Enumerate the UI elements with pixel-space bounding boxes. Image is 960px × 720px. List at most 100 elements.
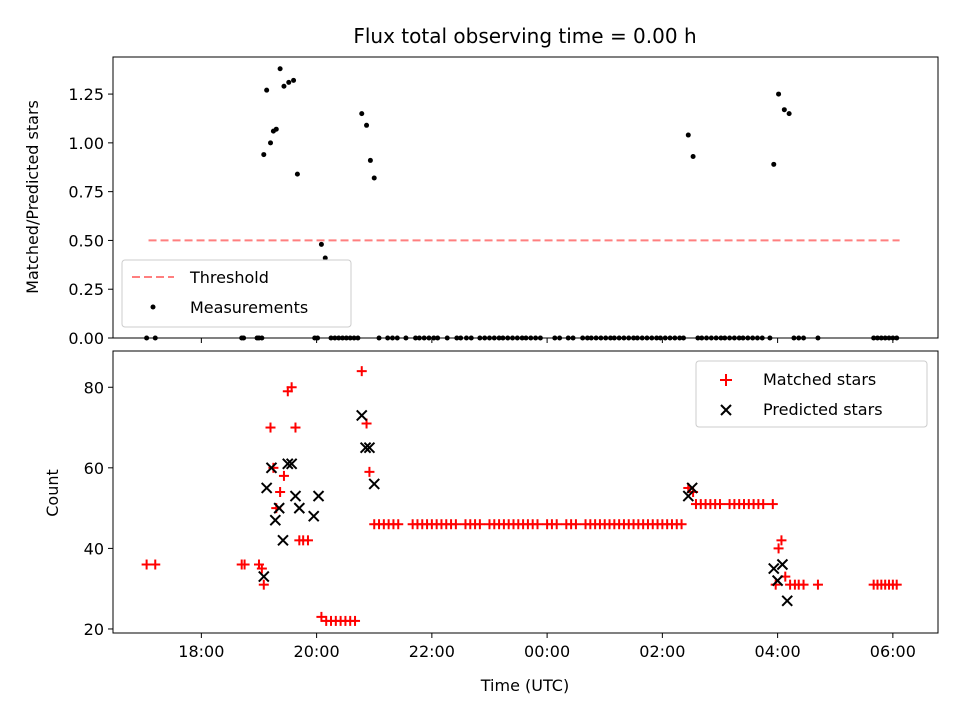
matched-star-point bbox=[714, 499, 725, 510]
matched-star-point bbox=[150, 559, 161, 570]
ratio-x-ticks bbox=[200, 338, 894, 343]
predicted-star-point bbox=[356, 409, 368, 422]
ratio-y-tick-label: 1.25 bbox=[68, 85, 104, 104]
count-y-tick-label: 80 bbox=[84, 378, 104, 397]
matched-star-point bbox=[570, 519, 581, 530]
matched-star-point bbox=[474, 519, 485, 530]
count-y-tick-label: 20 bbox=[84, 620, 104, 639]
measurement-point bbox=[294, 171, 300, 177]
legend-measurements-swatch bbox=[150, 304, 156, 310]
ratio-y-axis-label: Matched/Predicted stars bbox=[23, 100, 42, 294]
ratio-panel: 0.00 0.25 0.50 0.75 1.00 1.25 Matched/Predict… bbox=[23, 56, 939, 348]
measurement-point bbox=[367, 157, 373, 163]
matched-star-point bbox=[286, 382, 297, 393]
matched-star-point bbox=[290, 422, 301, 433]
measurement-point bbox=[264, 87, 270, 93]
matched-star-point bbox=[265, 422, 276, 433]
matched-star-point bbox=[773, 543, 784, 554]
matched-star-point bbox=[275, 487, 286, 497]
matched-star-point bbox=[551, 519, 562, 530]
legend-matched-swatch bbox=[720, 374, 732, 386]
x-axis-label: Time (UTC) bbox=[480, 676, 569, 695]
legend-measurements-label: Measurements bbox=[190, 298, 308, 317]
matched-star-point bbox=[141, 559, 152, 570]
measurement-point bbox=[318, 241, 324, 247]
ratio-y-tick-label: 1.00 bbox=[68, 134, 104, 153]
ratio-y-tick-label: 0.25 bbox=[68, 280, 104, 299]
measurement-point bbox=[359, 111, 365, 117]
predicted-star-point bbox=[771, 574, 784, 587]
legend-matched-label: Matched stars bbox=[763, 370, 876, 389]
ratio-plot-frame bbox=[112, 56, 939, 339]
ratio-y-tick-label: 0.50 bbox=[68, 231, 104, 250]
predicted-star-point bbox=[282, 458, 294, 470]
count-plot-frame bbox=[112, 350, 939, 634]
predicted-star-point bbox=[686, 482, 698, 494]
measurement-point bbox=[281, 83, 287, 89]
count-panel: 18:00 20:00 22:00 00:00 02:00 04:00 06:00 20 40… bbox=[43, 350, 939, 695]
matched-star-point bbox=[350, 615, 361, 626]
measurement-point bbox=[268, 140, 274, 146]
legend-predicted-swatch bbox=[720, 404, 732, 416]
measurement-point bbox=[364, 122, 370, 128]
measurement-point bbox=[685, 132, 691, 138]
matched-star-point bbox=[256, 563, 267, 574]
predicted-star-point bbox=[368, 478, 380, 490]
matched-star-point bbox=[302, 535, 313, 546]
matched-star-point bbox=[450, 519, 461, 530]
matched-star-point bbox=[356, 366, 367, 377]
measurement-point bbox=[322, 255, 328, 261]
matched-star-point bbox=[812, 579, 823, 590]
measurement-point bbox=[371, 175, 377, 181]
x-tick-label: 02:00 bbox=[639, 642, 685, 661]
predicted-star-point bbox=[781, 595, 793, 607]
matched-star-point bbox=[258, 579, 269, 590]
matched-star-point bbox=[891, 579, 902, 590]
predicted-star-point bbox=[265, 462, 278, 474]
measurement-point bbox=[291, 77, 297, 83]
predicted-star-point bbox=[273, 502, 285, 514]
matched-star-point bbox=[393, 519, 404, 530]
predicted-star-point bbox=[289, 490, 302, 502]
predicted-star-point bbox=[258, 570, 270, 583]
x-tick-label: 22:00 bbox=[409, 642, 455, 661]
predicted-star-point bbox=[768, 562, 780, 575]
matched-star-point bbox=[239, 559, 250, 570]
x-tick-label: 06:00 bbox=[870, 642, 916, 661]
x-tick-label: 00:00 bbox=[524, 642, 570, 661]
measurement-point bbox=[781, 107, 787, 113]
count-y-axis-label: Count bbox=[43, 469, 62, 517]
predicted-star-point bbox=[269, 514, 282, 526]
predicted-star-point bbox=[776, 558, 789, 571]
predicted-star-point bbox=[277, 534, 289, 547]
matched-star-point bbox=[798, 579, 809, 590]
count-y-tick-label: 60 bbox=[84, 459, 104, 478]
ratio-y-ticks: 0.00 0.25 0.50 0.75 1.00 1.25 bbox=[68, 85, 113, 348]
count-x-ticks: 18:00 20:00 22:00 00:00 02:00 04:00 06:00 bbox=[178, 633, 916, 661]
matched-star-point bbox=[767, 499, 778, 510]
x-tick-label: 04:00 bbox=[755, 642, 801, 661]
predicted-star-point bbox=[293, 502, 306, 514]
matched-star-point bbox=[758, 499, 769, 510]
ratio-legend-box bbox=[121, 259, 352, 328]
count-legend-box bbox=[695, 360, 928, 428]
x-tick-label: 20:00 bbox=[294, 642, 340, 661]
ratio-legend: Threshold Measurements bbox=[121, 259, 352, 328]
matched-star-point bbox=[364, 466, 375, 477]
ratio-y-tick-label: 0.00 bbox=[68, 329, 104, 348]
matched-star-point bbox=[776, 535, 787, 546]
count-legend: Matched stars Predicted stars bbox=[695, 360, 928, 428]
predicted-star-point bbox=[359, 441, 372, 454]
measurement-point bbox=[273, 126, 279, 132]
measurement-point bbox=[690, 154, 696, 160]
count-y-ticks: 20 40 60 80 bbox=[84, 378, 113, 639]
count-y-tick-label: 40 bbox=[84, 539, 104, 558]
chart-title: Flux total observing time = 0.00 h bbox=[353, 24, 696, 48]
measurement-point bbox=[771, 161, 777, 167]
measurement-point bbox=[286, 79, 292, 85]
matched-star-point bbox=[278, 470, 289, 481]
measurement-point bbox=[261, 152, 267, 158]
count-points bbox=[141, 366, 902, 626]
predicted-star-point bbox=[285, 458, 298, 470]
